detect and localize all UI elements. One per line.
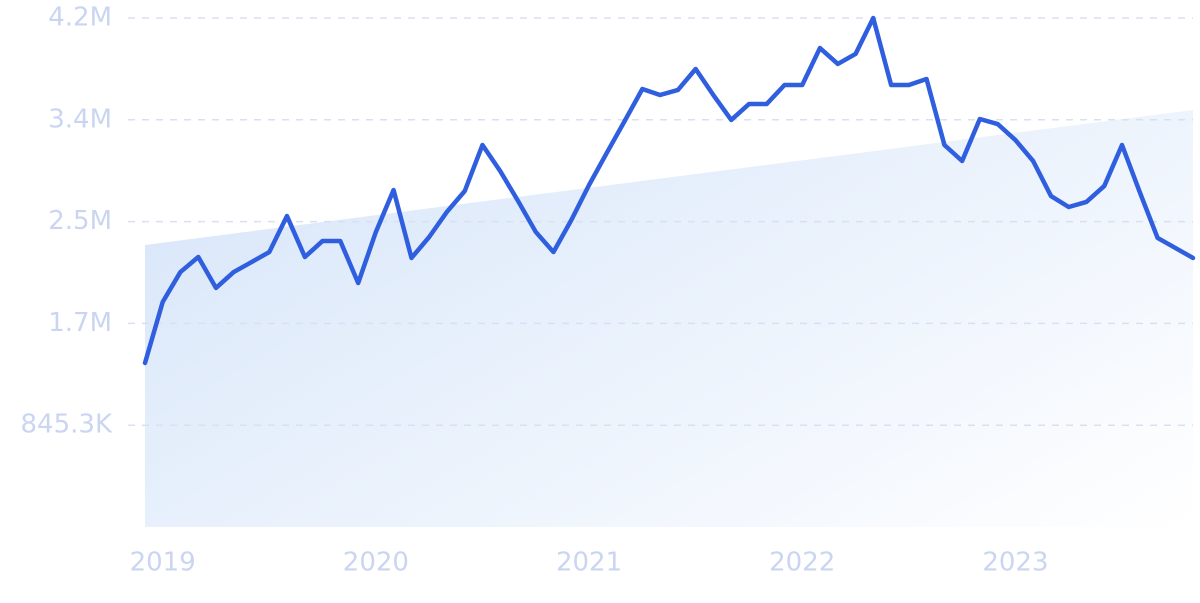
x-tick-label: 2023	[982, 548, 1048, 578]
x-tick-label: 2021	[556, 548, 622, 578]
y-tick-label: 4.2M	[48, 3, 112, 33]
y-tick-label: 1.7M	[48, 308, 112, 338]
trend-area	[145, 109, 1193, 527]
x-tick-label: 2020	[343, 548, 409, 578]
data-line	[142, 15, 1196, 366]
x-tick-label: 2019	[130, 548, 196, 578]
y-tick-label: 845.3K	[21, 410, 113, 440]
x-tick-label: 2022	[769, 548, 835, 578]
y-tick-label: 3.4M	[48, 104, 112, 134]
y-tick-label: 2.5M	[48, 206, 112, 236]
